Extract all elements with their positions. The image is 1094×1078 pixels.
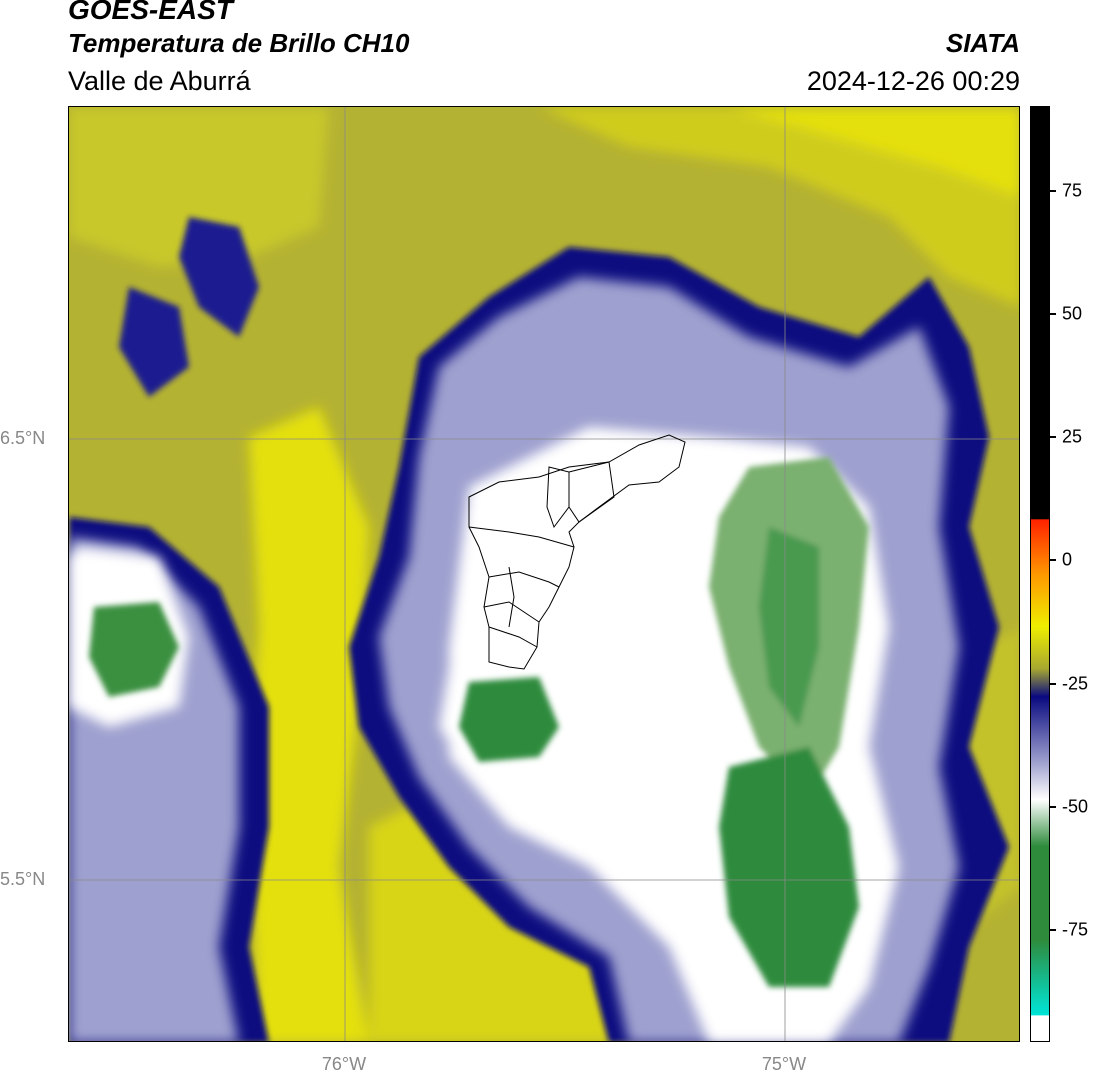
lat-label-6-5n: 6.5°N [0, 428, 46, 448]
aburra-valley-boundaries [468, 434, 686, 670]
datetime-label: 2024-12-26 00:29 [806, 66, 1020, 96]
region-title: Valle de Aburrá [68, 66, 251, 96]
lat-label-5-5n: 5.5°N [0, 869, 46, 889]
colorbar-label: 0 [1062, 549, 1073, 570]
colorbar-gradient [1031, 107, 1049, 1041]
colorbar-label: -25 [1062, 673, 1089, 694]
colorbar-label: 50 [1062, 303, 1083, 324]
temperature-colorbar [1030, 106, 1050, 1042]
lon-label-76w: 76°W [321, 1054, 367, 1074]
product-title: Temperatura de Brillo CH10 [68, 28, 410, 58]
colorbar-tick [1050, 806, 1056, 808]
colorbar-tick [1050, 559, 1056, 561]
colorbar-tick [1050, 190, 1056, 192]
colorbar-tick [1050, 436, 1056, 438]
lon-label-75w: 75°W [761, 1054, 807, 1074]
colorbar-tick [1050, 683, 1056, 685]
deep-convective-cores [89, 457, 869, 987]
colorbar-tick [1050, 929, 1056, 931]
colorbar-label: 75 [1062, 180, 1083, 201]
map-canvas [69, 107, 1019, 1041]
brightness-temperature-map[interactable] [68, 106, 1020, 1042]
colorbar-label: -50 [1062, 796, 1089, 817]
map-gridlines [69, 107, 1019, 1041]
colorbar-tick [1050, 313, 1056, 315]
colorbar-label: 25 [1062, 426, 1083, 447]
satellite-title: GOES-EAST [68, 0, 233, 25]
agency-label: SIATA [945, 28, 1020, 58]
colorbar-label: -75 [1062, 919, 1089, 940]
